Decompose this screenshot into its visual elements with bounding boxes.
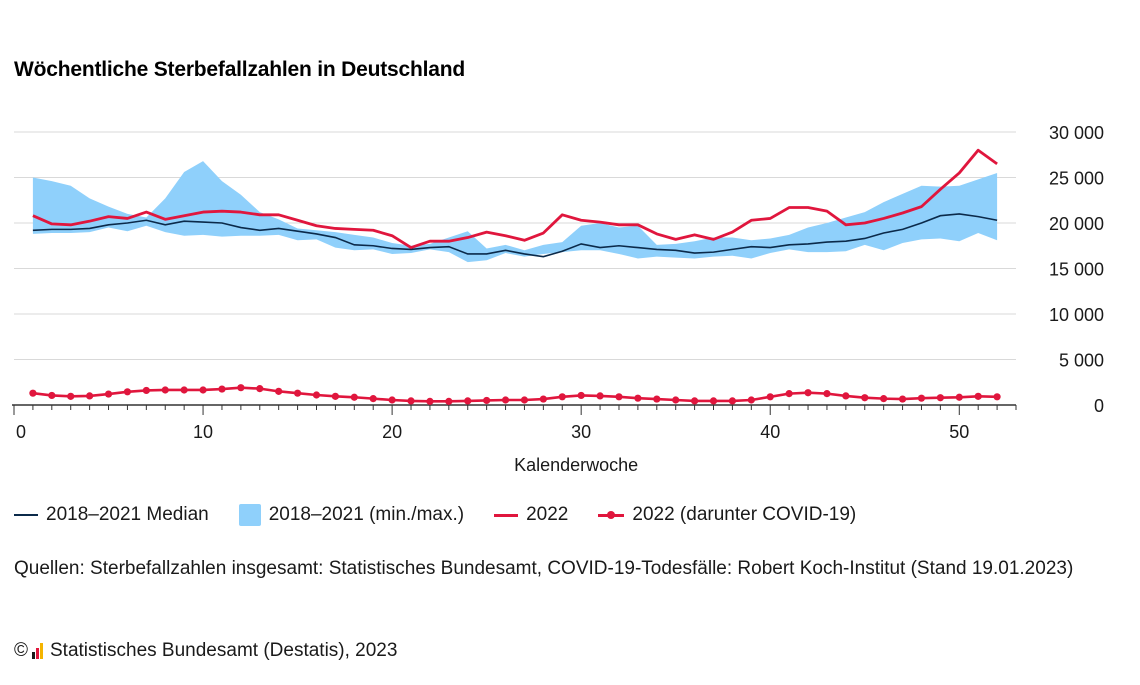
covid-point (993, 393, 1001, 401)
chart-plot: 0 5 000 10 000 15 000 20 000 25 000 30 000 0 10… (12, 123, 1104, 475)
x-axis-label: Kalenderwoche (514, 455, 638, 475)
covid-point (615, 393, 623, 401)
covid-point (861, 394, 869, 402)
covid-point (483, 396, 491, 405)
covid-point (237, 384, 245, 392)
covid-point (558, 393, 566, 401)
covid-point (501, 396, 510, 404)
covid-point (653, 395, 661, 403)
covid-point (785, 390, 793, 398)
covid-point (936, 394, 944, 402)
covid-point (67, 392, 75, 400)
covid-point (634, 394, 642, 402)
y-tick-label: 15 000 (1049, 260, 1104, 280)
covid-point (539, 395, 547, 403)
covid-point (86, 392, 94, 400)
copyright-symbol: © (14, 640, 28, 661)
covid-point (180, 386, 188, 394)
covid-point (350, 393, 358, 401)
x-tick-label: 40 (760, 422, 780, 442)
covid-point (955, 393, 963, 401)
covid-point (691, 397, 699, 405)
legend-label-2022: 2022 (526, 504, 569, 525)
covid-point (520, 396, 529, 404)
covid-point (917, 394, 926, 402)
x-tick-label: 50 (949, 422, 969, 442)
covid-point (823, 390, 831, 398)
y-tick-label: 30 000 (1049, 123, 1104, 143)
covid-point (48, 391, 56, 400)
y-tick-label: 20 000 (1049, 214, 1104, 234)
covid-point (728, 397, 737, 405)
covid-point (747, 396, 755, 404)
y-tick-label: 25 000 (1049, 169, 1104, 189)
y-tick-label: 5 000 (1059, 351, 1104, 371)
x-tick-label: 20 (382, 422, 402, 442)
covid-point (161, 386, 169, 394)
covid-point (407, 397, 415, 405)
covid-point (123, 388, 132, 396)
x-axis: 0 10 20 30 40 50 (12, 404, 1017, 442)
x-tick-label: 30 (571, 422, 591, 442)
covid-point (331, 392, 339, 400)
x-tick-label: 10 (193, 422, 213, 442)
covid-point (766, 393, 774, 401)
covid-point (974, 392, 982, 400)
covid-point (709, 397, 718, 405)
y-axis: 0 5 000 10 000 15 000 20 000 25 000 30 000 (1049, 123, 1104, 416)
legend-item-range: 2018–2021 (min./max.) (238, 504, 465, 526)
covid-point (369, 395, 377, 403)
legend-label-covid: 2022 (darunter COVID-19) (632, 504, 857, 525)
covid-point (577, 391, 585, 400)
covid-point (596, 392, 604, 400)
covid-point (218, 385, 226, 393)
covid-point (199, 386, 207, 394)
median-line-2018-2021 (32, 213, 998, 258)
legend-swatch-covid (598, 510, 625, 519)
legend-label-median: 2018–2021 Median (46, 504, 209, 525)
covid-point (464, 397, 472, 405)
x-tick-label: 0 (16, 422, 26, 442)
chart-title: Wöchentliche Sterbefallzahlen in Deutsch… (14, 58, 465, 81)
legend-item-covid: 2022 (darunter COVID-19) (598, 504, 856, 526)
legend-swatch-median (14, 514, 38, 516)
y-tick-label: 10 000 (1049, 305, 1104, 325)
covid-point (898, 395, 907, 403)
covid-point (804, 389, 812, 397)
covid-point (672, 396, 680, 404)
legend: 2018–2021 Median 2018–2021 (min./max.) 2… (14, 500, 886, 530)
source-note: Quellen: Sterbefallzahlen insgesamt: Sta… (14, 558, 1074, 579)
covid-point (312, 391, 321, 399)
grid-lines (14, 131, 1016, 360)
covid-point (275, 387, 283, 395)
legend-label-range: 2018–2021 (min./max.) (268, 504, 465, 525)
covid-line (32, 386, 998, 403)
covid-point (880, 395, 888, 403)
covid-point (842, 392, 850, 400)
covid-point (256, 385, 264, 393)
legend-item-2022: 2022 (494, 504, 568, 526)
covid-point (29, 389, 37, 397)
copyright-text: Statistisches Bundesamt (Destatis), 2023 (50, 640, 398, 661)
destatis-logo-icon (32, 643, 44, 659)
covid-point (104, 390, 113, 398)
covid-point (293, 389, 302, 397)
line-2022 (32, 148, 998, 249)
covid-point (388, 396, 396, 404)
covid-series (29, 384, 1001, 405)
legend-item-median: 2018–2021 Median (14, 504, 209, 526)
legend-swatch-range (238, 504, 261, 526)
copyright-line: © Statistisches Bundesamt (Destatis), 20… (14, 640, 397, 662)
range-area-2018-2021 (32, 161, 998, 263)
covid-point (445, 397, 453, 405)
y-tick-label: 0 (1094, 396, 1104, 416)
covid-point (426, 397, 434, 405)
covid-point (142, 386, 150, 395)
legend-swatch-2022 (494, 513, 519, 517)
